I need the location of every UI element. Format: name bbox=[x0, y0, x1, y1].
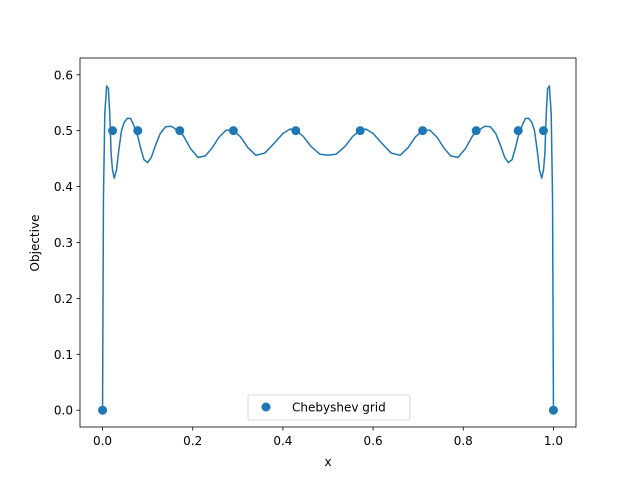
x-tick-label: 0.6 bbox=[364, 434, 383, 448]
chebyshev-grid-point bbox=[108, 126, 118, 136]
legend-box bbox=[247, 394, 411, 421]
y-tick-label: 0.5 bbox=[54, 124, 73, 138]
chebyshev-grid-point bbox=[133, 126, 143, 136]
y-tick-label: 0.0 bbox=[54, 404, 73, 418]
chebyshev-grid-point bbox=[228, 126, 238, 136]
chebyshev-grid-point bbox=[175, 126, 185, 136]
x-tick-label: 0.4 bbox=[273, 434, 292, 448]
y-axis-label: Objective bbox=[28, 215, 42, 272]
y-tick-label: 0.1 bbox=[54, 348, 73, 362]
x-axis-label: x bbox=[324, 455, 331, 469]
chebyshev-grid-point bbox=[291, 126, 301, 136]
y-tick-label: 0.4 bbox=[54, 180, 73, 194]
chebyshev-grid-point bbox=[98, 405, 108, 415]
y-tick-label: 0.2 bbox=[54, 292, 73, 306]
chebyshev-grid-point bbox=[471, 126, 481, 136]
plot-area: 0.0 0.2 0.4 0.6 0.8 1.0 0.0 0.1 0.2 0.3 0.4 0.5 0.6 bbox=[54, 57, 577, 448]
series-layer bbox=[98, 85, 558, 415]
legend: Chebyshev grid bbox=[247, 394, 411, 421]
chebyshev-grid-point bbox=[538, 126, 548, 136]
x-axis-ticks: 0.0 0.2 0.4 0.6 0.8 1.0 bbox=[93, 427, 563, 448]
legend-label: Chebyshev grid bbox=[292, 401, 386, 415]
x-tick-label: 0.2 bbox=[183, 434, 202, 448]
x-tick-label: 0.8 bbox=[454, 434, 473, 448]
chebyshev-grid-point bbox=[418, 126, 428, 136]
chebyshev-grid-point bbox=[355, 126, 365, 136]
x-tick-label: 1.0 bbox=[544, 434, 563, 448]
y-axis-ticks: 0.0 0.1 0.2 0.3 0.4 0.5 0.6 bbox=[54, 68, 80, 418]
chebyshev-grid-point bbox=[513, 126, 523, 136]
y-tick-label: 0.6 bbox=[54, 68, 73, 82]
legend-marker bbox=[261, 402, 271, 412]
chebyshev-grid-point bbox=[548, 405, 558, 415]
x-tick-label: 0.0 bbox=[93, 434, 112, 448]
y-tick-label: 0.3 bbox=[54, 236, 73, 250]
